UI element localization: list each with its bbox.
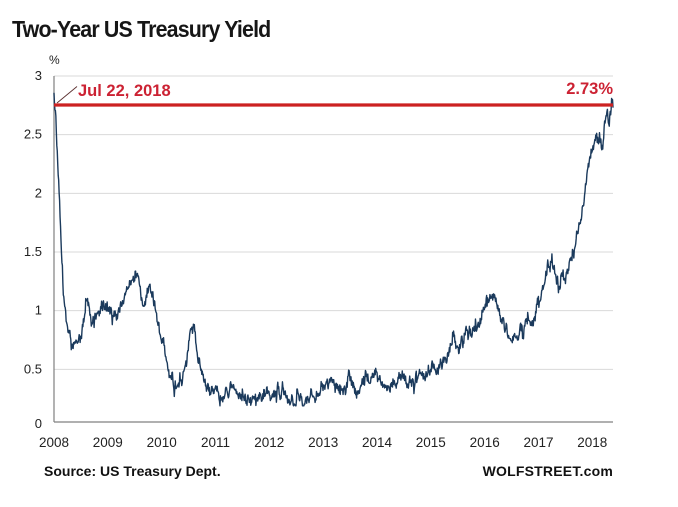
svg-text:2.5: 2.5 <box>24 127 42 142</box>
svg-text:2013: 2013 <box>308 435 338 450</box>
svg-text:1.5: 1.5 <box>24 244 42 259</box>
svg-text:2009: 2009 <box>93 435 123 450</box>
svg-text:2014: 2014 <box>362 435 393 450</box>
svg-text:Jul 22, 2018: Jul 22, 2018 <box>78 82 171 100</box>
svg-text:3: 3 <box>35 68 42 83</box>
svg-text:2017: 2017 <box>523 435 553 450</box>
svg-text:2015: 2015 <box>416 435 446 450</box>
svg-text:2: 2 <box>35 185 42 200</box>
svg-text:2008: 2008 <box>39 435 69 450</box>
svg-text:2011: 2011 <box>201 435 230 450</box>
svg-text:0: 0 <box>35 416 42 431</box>
svg-text:0.5: 0.5 <box>24 361 42 376</box>
svg-text:2018: 2018 <box>577 435 607 450</box>
svg-text:1: 1 <box>35 303 42 318</box>
svg-text:2010: 2010 <box>147 435 177 450</box>
svg-text:2012: 2012 <box>254 435 284 450</box>
svg-text:2016: 2016 <box>470 435 500 450</box>
svg-text:%: % <box>49 53 60 67</box>
svg-text:2.73%: 2.73% <box>566 80 613 98</box>
